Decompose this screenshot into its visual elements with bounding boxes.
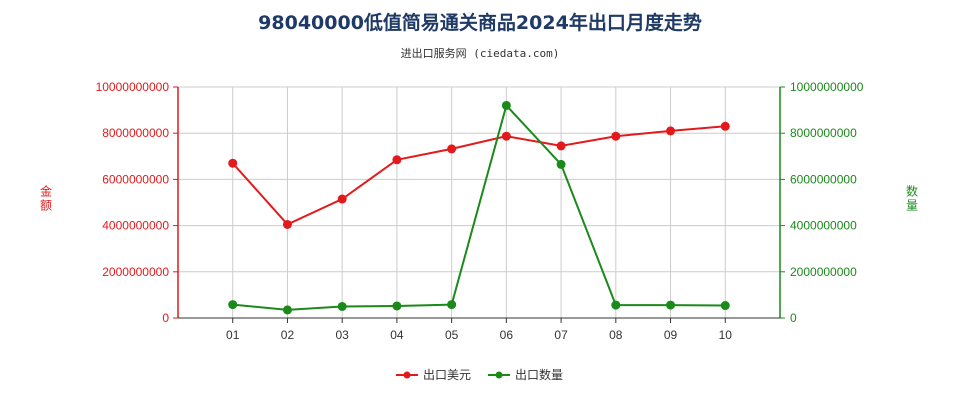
right-tick-label: 0	[790, 311, 797, 325]
x-tick-label: 10	[719, 328, 733, 342]
series-point-1	[447, 300, 457, 310]
x-tick-label: 05	[445, 328, 459, 342]
x-tick-label: 01	[226, 328, 240, 342]
series-point-1	[556, 159, 566, 169]
right-tick-label: 8000000000	[790, 126, 857, 140]
right-tick-label: 4000000000	[790, 219, 857, 233]
series-point-1	[282, 305, 292, 315]
series-line-0	[231, 125, 726, 226]
series-point-1	[720, 301, 730, 311]
left-tick-label: 10000000000	[96, 80, 170, 94]
series-point-0	[392, 155, 402, 165]
right-tick-label: 10000000000	[790, 80, 864, 94]
left-tick-label: 2000000000	[102, 265, 169, 279]
x-tick-label: 03	[336, 328, 350, 342]
series-point-1	[337, 301, 347, 311]
series-point-0	[447, 144, 457, 154]
series-line-1	[232, 103, 726, 311]
x-tick-label: 08	[609, 328, 623, 342]
legend-label: 出口数量	[515, 367, 563, 382]
legend: 出口美元 出口数量	[396, 367, 563, 382]
series-point-1	[392, 301, 402, 311]
series-point-0	[337, 194, 347, 204]
chart-subtitle: 进出口服务网 (ciedata.com)	[400, 47, 560, 60]
left-tick-label: 8000000000	[102, 126, 169, 140]
chart-title: 98040000低值简易通关商品2024年出口月度走势	[258, 12, 702, 34]
legend-label: 出口美元	[423, 368, 471, 382]
legend-marker	[403, 371, 411, 379]
series-layer	[228, 100, 730, 315]
series-point-0	[611, 131, 621, 141]
x-tick-label: 04	[390, 328, 404, 342]
series-point-1	[666, 300, 676, 310]
right-axis-title: 数量	[906, 184, 918, 213]
series-point-1	[501, 100, 511, 110]
left-tick-label: 4000000000	[102, 219, 169, 233]
x-tick-label: 07	[554, 328, 568, 342]
left-tick-label: 0	[162, 311, 169, 325]
x-tick-label: 06	[500, 328, 514, 342]
series-point-0	[501, 131, 511, 141]
x-tick-label: 09	[664, 328, 678, 342]
left-axis-title: 金额	[40, 184, 52, 213]
series-point-0	[228, 158, 238, 168]
series-point-0	[556, 141, 566, 151]
series-point-0	[282, 219, 292, 229]
series-point-1	[611, 300, 621, 310]
right-tick-label: 6000000000	[790, 172, 857, 186]
right-tick-label: 2000000000	[790, 265, 857, 279]
series-point-0	[666, 126, 676, 136]
left-tick-label: 6000000000	[102, 172, 169, 186]
series-point-1	[228, 300, 238, 310]
x-tick-label: 02	[281, 328, 295, 342]
series-point-0	[720, 121, 730, 131]
legend-marker	[495, 371, 503, 379]
axis-layer: 0 2000000000 4000000000 6000000000 800000000…	[40, 80, 918, 342]
